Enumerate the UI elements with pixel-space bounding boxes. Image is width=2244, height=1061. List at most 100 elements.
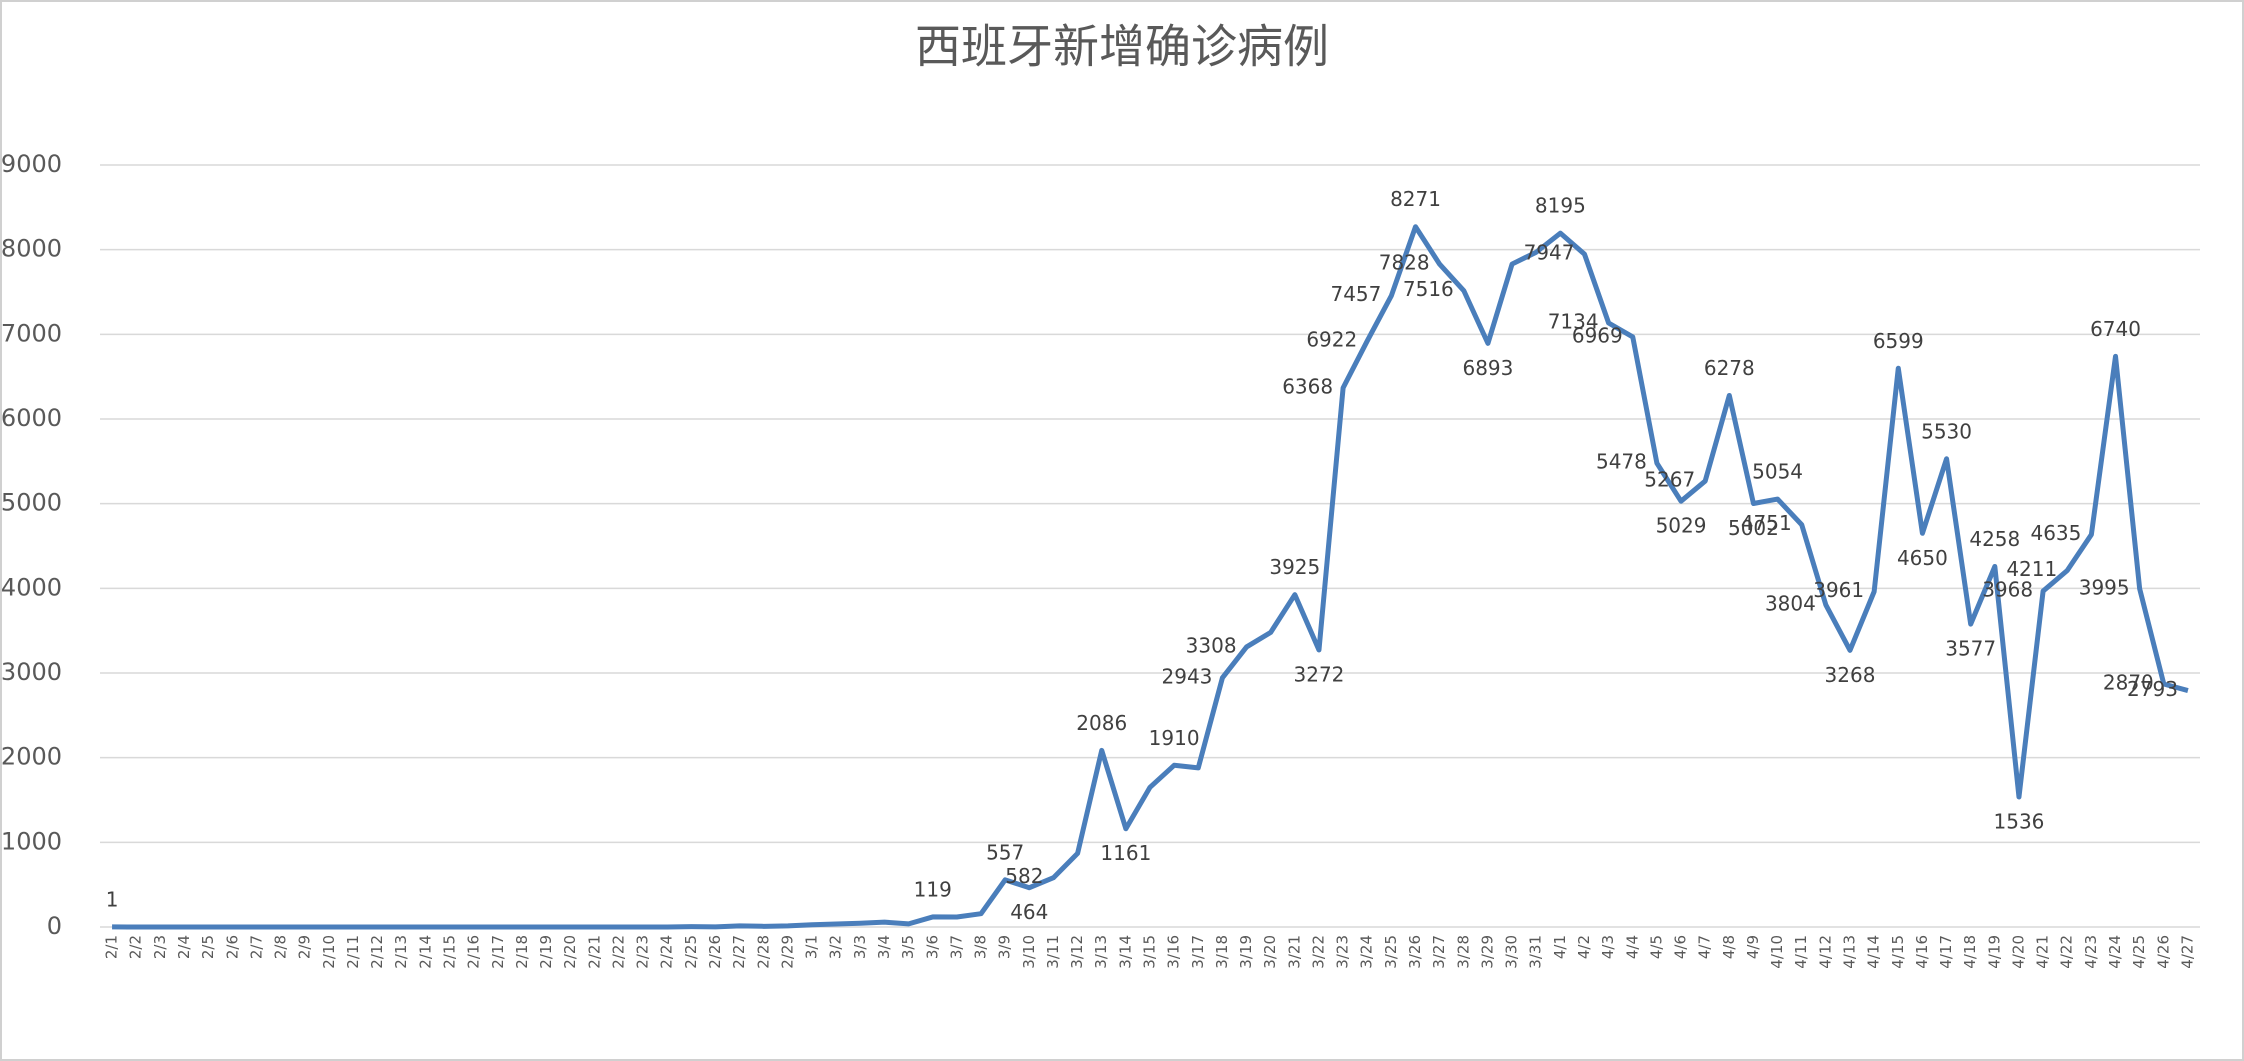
data-label: 5002 [1728, 516, 1779, 540]
data-label: 1161 [1100, 841, 1151, 865]
data-label: 5267 [1644, 468, 1695, 492]
data-label: 5029 [1656, 514, 1707, 538]
y-tick-label: 5000 [1, 489, 62, 517]
x-tick-label: 2/17 [489, 935, 507, 969]
y-tick-label: 0 [47, 912, 62, 940]
x-tick-label: 3/3 [851, 935, 869, 959]
x-tick-label: 4/4 [1623, 935, 1641, 959]
x-tick-label: 4/25 [2130, 935, 2148, 969]
x-tick-label: 2/18 [513, 935, 531, 969]
data-label: 4258 [1969, 527, 2020, 551]
x-tick-label: 4/15 [1889, 935, 1907, 969]
chart-title: 西班牙新增确诊病例 [915, 20, 1329, 74]
data-label: 3272 [1294, 662, 1345, 686]
data-label: 2086 [1076, 711, 1127, 735]
x-tick-label: 3/24 [1358, 935, 1376, 969]
x-tick-label: 3/11 [1044, 935, 1062, 969]
x-tick-label: 2/6 [223, 935, 241, 959]
y-tick-label: 7000 [1, 319, 62, 347]
x-tick-label: 3/20 [1261, 935, 1279, 969]
data-label: 557 [986, 840, 1024, 864]
y-tick-label: 2000 [1, 743, 62, 771]
x-tick-label: 3/30 [1503, 935, 1521, 969]
x-tick-label: 3/27 [1430, 935, 1448, 969]
data-label: 6893 [1462, 356, 1513, 380]
x-tick-label: 2/23 [634, 935, 652, 969]
data-label: 8195 [1535, 194, 1586, 218]
x-tick-label: 4/16 [1913, 935, 1931, 969]
x-tick-label: 4/6 [1672, 935, 1690, 959]
x-tick-label: 3/1 [803, 935, 821, 959]
x-tick-label: 3/17 [1189, 935, 1207, 969]
x-tick-label: 4/21 [2034, 935, 2052, 969]
x-tick-label: 3/28 [1454, 935, 1472, 969]
y-tick-label: 3000 [1, 658, 62, 686]
data-label: 6278 [1704, 356, 1755, 380]
x-tick-label: 2/13 [392, 935, 410, 969]
x-tick-label: 3/21 [1285, 935, 1303, 969]
x-tick-label: 3/2 [827, 935, 845, 959]
x-tick-label: 2/7 [247, 935, 265, 959]
data-label: 582 [1005, 864, 1043, 888]
data-label: 3995 [2079, 575, 2130, 599]
data-label: 6740 [2090, 317, 2141, 341]
x-tick-label: 2/27 [730, 935, 748, 969]
data-label: 6969 [1572, 323, 1623, 347]
y-tick-label: 1000 [1, 827, 62, 855]
data-label: 5054 [1752, 460, 1803, 484]
x-tick-label: 4/13 [1841, 935, 1859, 969]
x-tick-label: 2/5 [199, 935, 217, 959]
data-label: 6368 [1282, 374, 1333, 398]
x-tick-label: 2/15 [441, 935, 459, 969]
x-tick-label: 2/11 [344, 935, 362, 969]
data-label: 4650 [1897, 546, 1948, 570]
data-label: 8271 [1390, 187, 1441, 211]
data-label: 4635 [2030, 521, 2081, 545]
x-tick-label: 4/23 [2082, 935, 2100, 969]
data-label: 3577 [1945, 637, 1996, 661]
x-tick-label: 3/29 [1478, 935, 1496, 969]
x-tick-label: 4/3 [1599, 935, 1617, 959]
x-tick-label: 3/13 [1092, 935, 1110, 969]
y-tick-label: 4000 [1, 573, 62, 601]
x-tick-label: 4/1 [1551, 935, 1569, 959]
x-tick-label: 3/31 [1527, 935, 1545, 969]
x-tick-label: 4/12 [1816, 935, 1834, 969]
x-tick-label: 2/9 [296, 935, 314, 959]
data-label: 7516 [1403, 277, 1454, 301]
y-tick-label: 8000 [1, 235, 62, 263]
x-tick-label: 2/4 [175, 935, 193, 959]
x-tick-label: 2/28 [754, 935, 772, 969]
line-series [112, 224, 2189, 930]
x-tick-label: 2/2 [127, 935, 145, 959]
x-tick-label: 4/24 [2106, 935, 2124, 969]
data-label: 7457 [1330, 282, 1381, 306]
x-tick-label: 4/7 [1696, 935, 1714, 959]
x-tick-label: 2/22 [609, 935, 627, 969]
x-tick-label: 3/6 [923, 935, 941, 959]
x-tick-label: 3/26 [1406, 935, 1424, 969]
x-tick-label: 4/9 [1744, 935, 1762, 959]
x-tick-label: 4/26 [2154, 935, 2172, 969]
data-label: 3961 [1813, 578, 1864, 602]
x-tick-label: 2/19 [537, 935, 555, 969]
data-label: 7947 [1524, 241, 1575, 265]
data-label: 464 [1010, 900, 1048, 924]
x-tick-label: 3/4 [875, 935, 893, 959]
x-tick-label: 2/24 [658, 935, 676, 969]
x-tick-label: 3/23 [1334, 935, 1352, 969]
x-tick-label: 4/27 [2178, 935, 2196, 969]
x-tick-label: 4/17 [1937, 935, 1955, 969]
y-tick-label: 6000 [1, 404, 62, 432]
x-tick-label: 3/10 [1020, 935, 1038, 969]
x-tick-label: 3/14 [1116, 935, 1134, 969]
y-tick-label: 9000 [1, 150, 62, 178]
x-tick-label: 4/2 [1575, 935, 1593, 959]
data-label: 3925 [1269, 555, 1320, 579]
x-tick-label: 3/19 [1237, 935, 1255, 969]
data-label: 6922 [1306, 327, 1357, 351]
x-tick-label: 4/10 [1768, 935, 1786, 969]
data-label: 2793 [2127, 677, 2178, 701]
